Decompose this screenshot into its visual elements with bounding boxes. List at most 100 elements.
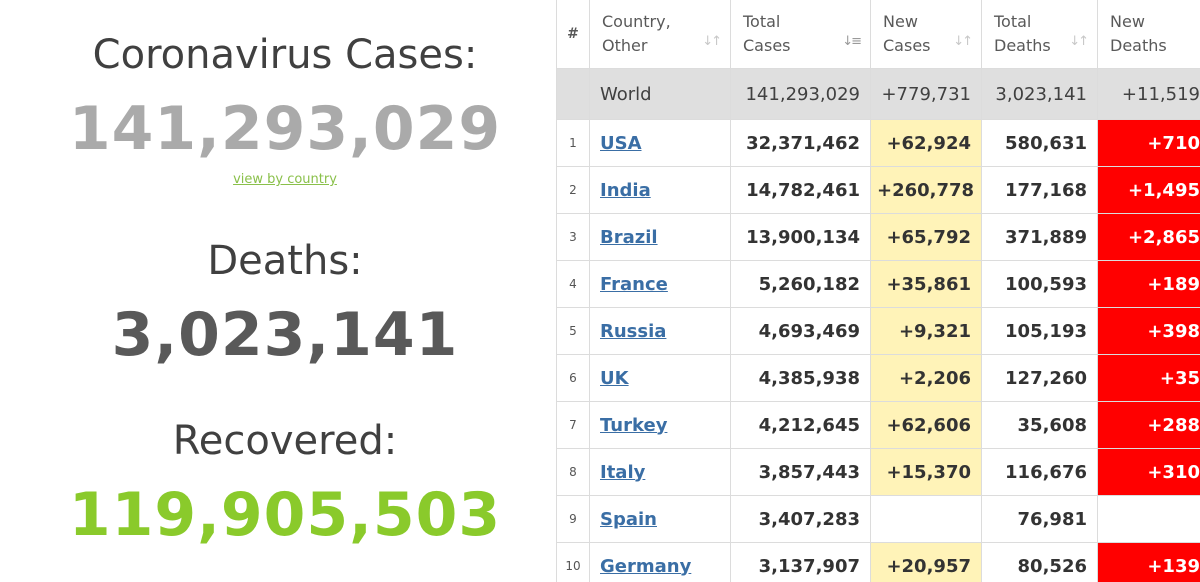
country-cell: India (589, 166, 731, 214)
total-cases-cell: 4,693,469 (730, 307, 871, 355)
rank-cell: 2 (556, 166, 590, 214)
country-cell: Turkey (589, 401, 731, 449)
sort-icon[interactable]: ↓↑ (1069, 34, 1089, 49)
header-country[interactable]: Country, Other ↓↑ (589, 0, 731, 69)
recovered-counter: 119,905,503 (68, 480, 502, 550)
rank-cell: 9 (556, 495, 590, 543)
table-row: 4 France 5,260,182 +35,861 100,593 +189 (556, 260, 1200, 308)
sort-descending-icon[interactable]: ↓≡ (842, 34, 862, 49)
deaths-label: Deaths: (207, 238, 363, 284)
table-header-row: # Country, Other ↓↑ Total Cases ↓≡ New C… (556, 0, 1200, 69)
header-rank-label: # (567, 26, 579, 42)
total-deaths-cell: 580,631 (981, 119, 1098, 167)
header-total-deaths-line1: Total (994, 12, 1032, 31)
total-deaths-cell: 177,168 (981, 166, 1098, 214)
world-row: World 141,293,029 +779,731 3,023,141 +11… (556, 68, 1200, 120)
header-total-cases[interactable]: Total Cases ↓≡ (730, 0, 871, 69)
country-cell: Italy (589, 448, 731, 496)
rank-cell: 5 (556, 307, 590, 355)
new-deaths-cell (1097, 495, 1200, 543)
deaths-counter: 3,023,141 (111, 300, 459, 370)
new-cases-cell: +20,957 (870, 542, 982, 582)
total-deaths-cell: 105,193 (981, 307, 1098, 355)
table-row: 9 Spain 3,407,283 76,981 (556, 495, 1200, 543)
cases-label: Coronavirus Cases: (92, 32, 478, 78)
rank-cell: 7 (556, 401, 590, 449)
total-cases-cell: 3,137,907 (730, 542, 871, 582)
country-cell: USA (589, 119, 731, 167)
header-rank: # (556, 0, 590, 69)
header-new-cases[interactable]: New Cases ↓↑ (870, 0, 982, 69)
new-cases-cell: +65,792 (870, 213, 982, 261)
country-link[interactable]: USA (600, 132, 642, 154)
country-cell: UK (589, 354, 731, 402)
new-deaths-cell: +310 (1097, 448, 1200, 496)
total-deaths-cell: 80,526 (981, 542, 1098, 582)
country-link[interactable]: Spain (600, 508, 657, 530)
header-total-deaths-line2: Deaths (994, 36, 1051, 55)
header-new-deaths-line2: Deaths (1110, 36, 1167, 55)
header-new-deaths-line1: New (1110, 12, 1145, 31)
total-cases-cell: 5,260,182 (730, 260, 871, 308)
new-deaths-cell: +11,519 (1097, 68, 1200, 120)
cases-counter: 141,293,029 (68, 94, 502, 164)
header-total-cases-line1: Total (743, 12, 781, 31)
new-deaths-cell: +139 (1097, 542, 1200, 582)
new-cases-cell: +779,731 (870, 68, 982, 120)
table-row: 2 India 14,782,461 +260,778 177,168 +1,4… (556, 166, 1200, 214)
country-link[interactable]: Turkey (600, 414, 668, 436)
new-deaths-cell: +710 (1097, 119, 1200, 167)
rank-cell: 8 (556, 448, 590, 496)
new-cases-cell: +15,370 (870, 448, 982, 496)
total-cases-cell: 3,857,443 (730, 448, 871, 496)
rank-cell: 10 (556, 542, 590, 582)
country-cell: Spain (589, 495, 731, 543)
total-deaths-cell: 116,676 (981, 448, 1098, 496)
total-cases-cell: 4,385,938 (730, 354, 871, 402)
new-deaths-cell: +2,865 (1097, 213, 1200, 261)
country-link[interactable]: Russia (600, 320, 667, 342)
table-row: 8 Italy 3,857,443 +15,370 116,676 +310 (556, 448, 1200, 496)
sort-icon[interactable]: ↓↑ (702, 34, 722, 49)
table-row: 10 Germany 3,137,907 +20,957 80,526 +139 (556, 542, 1200, 582)
sort-icon[interactable]: ↓↑ (1198, 30, 1200, 54)
total-cases-cell: 141,293,029 (730, 68, 871, 120)
country-link[interactable]: India (600, 179, 651, 201)
header-new-deaths[interactable]: New Deaths ↓↑ (1097, 0, 1200, 69)
sort-icon[interactable]: ↓↑ (953, 34, 973, 49)
table-row: 6 UK 4,385,938 +2,206 127,260 +35 (556, 354, 1200, 402)
table-row: 3 Brazil 13,900,134 +65,792 371,889 +2,8… (556, 213, 1200, 261)
table-row: 7 Turkey 4,212,645 +62,606 35,608 +288 (556, 401, 1200, 449)
header-new-cases-line1: New (883, 12, 918, 31)
country-cell: France (589, 260, 731, 308)
total-deaths-cell: 35,608 (981, 401, 1098, 449)
new-cases-cell: +260,778 (870, 166, 982, 214)
new-cases-cell: +62,606 (870, 401, 982, 449)
total-cases-cell: 4,212,645 (730, 401, 871, 449)
table-row: 1 USA 32,371,462 +62,924 580,631 +710 (556, 119, 1200, 167)
new-cases-cell (870, 495, 982, 543)
country-link[interactable]: UK (600, 367, 629, 389)
new-cases-cell: +62,924 (870, 119, 982, 167)
country-link[interactable]: Italy (600, 461, 646, 483)
header-total-cases-line2: Cases (743, 36, 791, 55)
country-cell: World (589, 68, 731, 120)
new-deaths-cell: +398 (1097, 307, 1200, 355)
header-total-deaths[interactable]: Total Deaths ↓↑ (981, 0, 1098, 69)
total-cases-cell: 32,371,462 (730, 119, 871, 167)
rank-cell (556, 68, 590, 120)
new-deaths-cell: +35 (1097, 354, 1200, 402)
view-by-country-link[interactable]: view by country (233, 172, 337, 187)
total-deaths-cell: 371,889 (981, 213, 1098, 261)
country-link[interactable]: Brazil (600, 226, 658, 248)
country-table-container: # Country, Other ↓↑ Total Cases ↓≡ New C… (556, 0, 1200, 582)
summary-panel: Coronavirus Cases: 141,293,029 view by c… (0, 0, 560, 582)
country-link[interactable]: Germany (600, 555, 692, 577)
new-deaths-cell: +288 (1097, 401, 1200, 449)
country-link[interactable]: France (600, 273, 668, 295)
total-cases-cell: 3,407,283 (730, 495, 871, 543)
new-cases-cell: +35,861 (870, 260, 982, 308)
new-cases-cell: +2,206 (870, 354, 982, 402)
recovered-label: Recovered: (172, 418, 398, 464)
new-deaths-cell: +189 (1097, 260, 1200, 308)
